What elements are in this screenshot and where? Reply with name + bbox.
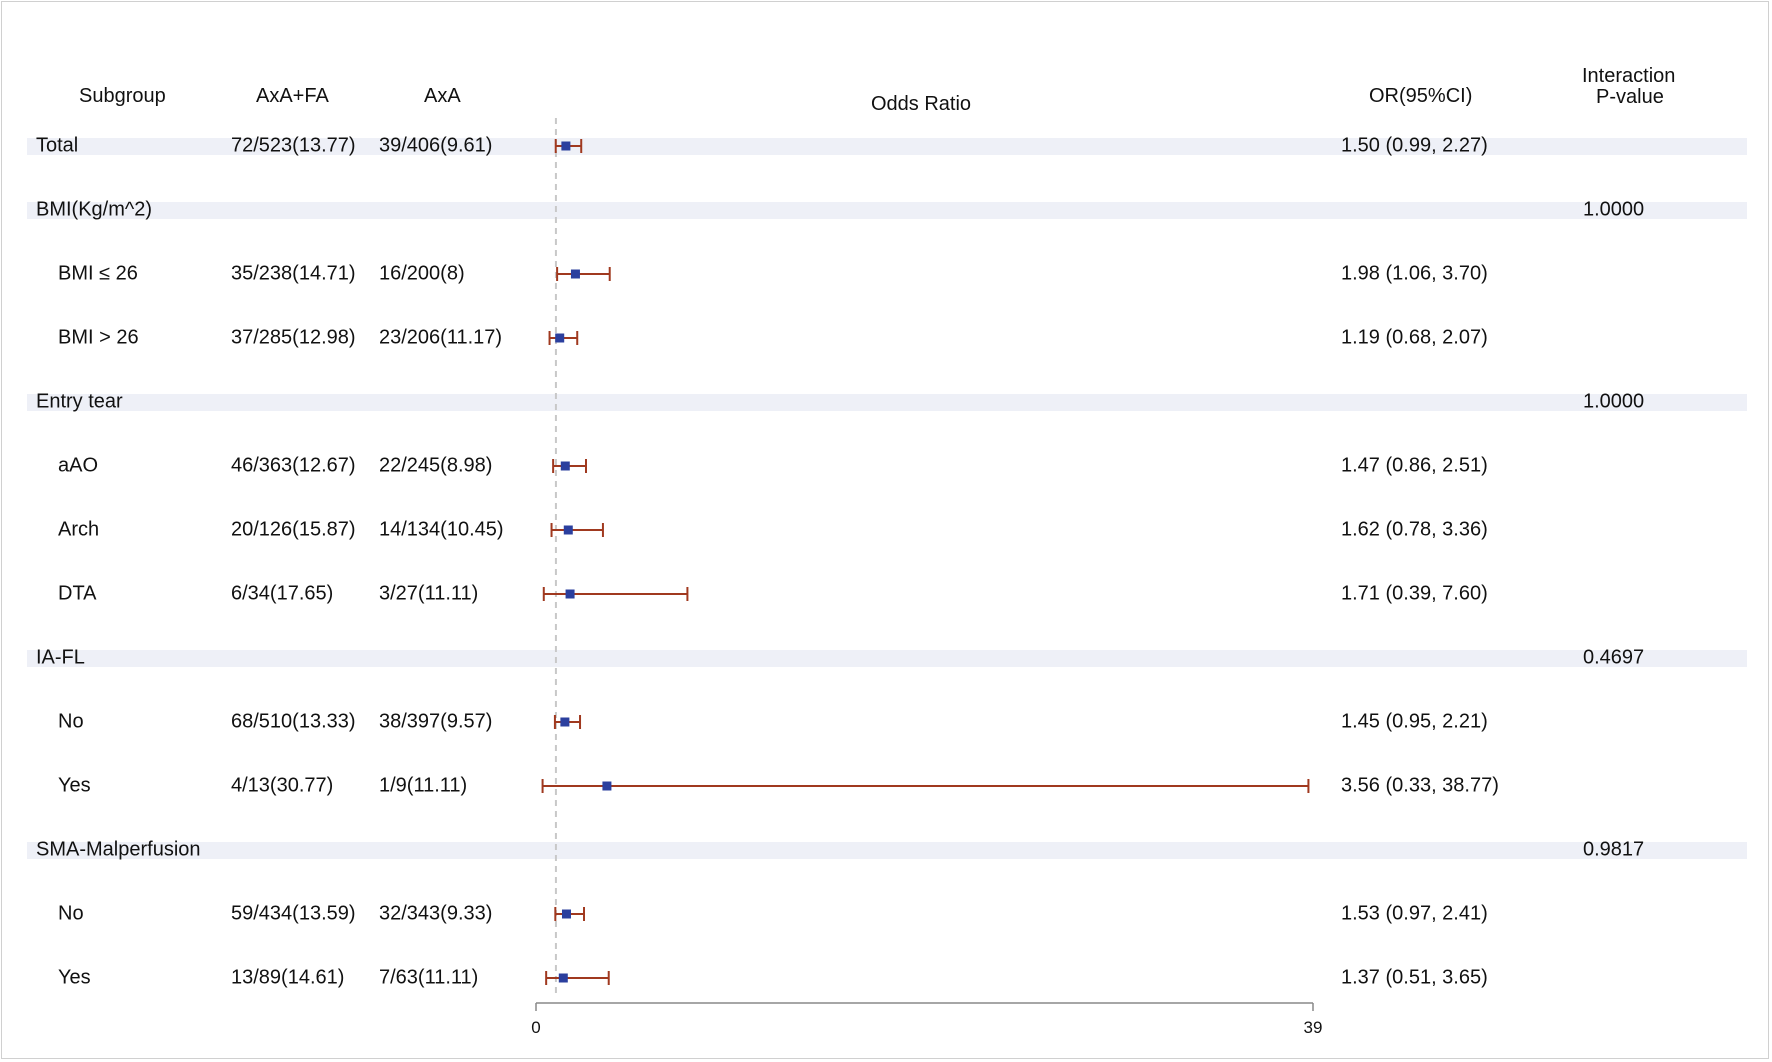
axa-fa-value: 72/523(13.77): [231, 134, 356, 157]
interaction-p-value: 1.0000: [1583, 390, 1645, 413]
or-point: [565, 589, 575, 599]
axa-value: 3/27(11.11): [379, 582, 479, 605]
axa-fa-value: 13/89(14.61): [231, 966, 345, 989]
header-or-ci: OR(95%CI): [1369, 85, 1473, 107]
axa-fa-value: 59/434(13.59): [231, 902, 356, 925]
subgroup-label: Arch: [58, 518, 100, 541]
interaction-p-value: 0.9817: [1583, 838, 1645, 861]
group-label: SMA-Malperfusion: [36, 838, 201, 861]
or-point: [561, 909, 571, 919]
group-band: [27, 650, 1747, 667]
header-subgroup: Subgroup: [79, 85, 166, 107]
or-ci-value: 1.62 (0.78, 3.36): [1341, 518, 1488, 541]
group-label: BMI(Kg/m^2): [36, 198, 153, 221]
subgroup-label: BMI > 26: [58, 326, 139, 349]
axa-fa-value: 20/126(15.87): [231, 518, 356, 541]
or-point: [561, 141, 571, 151]
group-band: [27, 202, 1747, 219]
axa-fa-value: 68/510(13.33): [231, 710, 356, 733]
group-label: IA-FL: [36, 646, 85, 669]
group-band: [27, 138, 1747, 155]
or-ci-value: 1.37 (0.51, 3.65): [1341, 966, 1488, 989]
subgroup-label: aAO: [58, 454, 99, 477]
forest-marks: [541, 139, 1310, 985]
axa-value: 22/245(8.98): [379, 454, 493, 477]
axa-fa-value: 35/238(14.71): [231, 262, 356, 285]
header-axa-fa: AxA+FA: [256, 85, 329, 107]
axa-value: 38/397(9.57): [379, 710, 493, 733]
axa-value: 16/200(8): [379, 262, 465, 285]
or-point: [560, 717, 570, 727]
axa-fa-value: 6/34(17.65): [231, 582, 334, 605]
or-point: [555, 333, 565, 343]
axa-value: 39/406(9.61): [379, 134, 493, 157]
or-point: [563, 525, 573, 535]
or-ci-value: 1.98 (1.06, 3.70): [1341, 262, 1488, 285]
group-label: Entry tear: [36, 390, 123, 413]
or-ci-value: 1.50 (0.99, 2.27): [1341, 134, 1488, 157]
or-point: [558, 973, 568, 983]
row-bands: [27, 138, 1747, 859]
or-ci-value: 1.71 (0.39, 7.60): [1341, 582, 1488, 605]
or-ci-value: 1.45 (0.95, 2.21): [1341, 710, 1488, 733]
group-band: [27, 394, 1747, 411]
or-point: [570, 269, 580, 279]
axa-value: 23/206(11.17): [379, 326, 503, 349]
axa-value: 1/9(11.11): [379, 774, 468, 797]
axa-value: 14/134(10.45): [379, 518, 504, 541]
or-ci-value: 3.56 (0.33, 38.77): [1341, 774, 1499, 797]
interaction-p-value: 1.0000: [1583, 198, 1645, 221]
x-tick-label: 39: [1304, 1018, 1323, 1037]
header-p-value: P-value: [1596, 86, 1664, 108]
x-tick-label: 0: [531, 1018, 540, 1037]
axa-fa-value: 4/13(30.77): [231, 774, 334, 797]
axa-value: 32/343(9.33): [379, 902, 493, 925]
or-point: [560, 461, 570, 471]
header-axa: AxA: [424, 85, 461, 107]
interaction-p-value: 0.4697: [1583, 646, 1645, 669]
group-label: Total: [36, 134, 79, 157]
subgroup-label: Yes: [58, 966, 91, 989]
header-odds-ratio: Odds Ratio: [871, 93, 972, 115]
or-ci-value: 1.19 (0.68, 2.07): [1341, 326, 1488, 349]
axa-fa-value: 46/363(12.67): [231, 454, 356, 477]
subgroup-label: BMI ≤ 26: [58, 262, 138, 285]
subgroup-label: No: [58, 710, 84, 733]
header-interaction: Interaction: [1582, 65, 1676, 87]
or-ci-value: 1.47 (0.86, 2.51): [1341, 454, 1488, 477]
subgroup-label: Yes: [58, 774, 91, 797]
axa-value: 7/63(11.11): [379, 966, 479, 989]
or-point: [602, 781, 612, 791]
x-axis: 0 39: [531, 1002, 1323, 1037]
group-band: [27, 842, 1747, 859]
subgroup-label: No: [58, 902, 84, 925]
or-ci-value: 1.53 (0.97, 2.41): [1341, 902, 1488, 925]
subgroup-label: DTA: [58, 582, 97, 605]
axa-fa-value: 37/285(12.98): [231, 326, 356, 349]
